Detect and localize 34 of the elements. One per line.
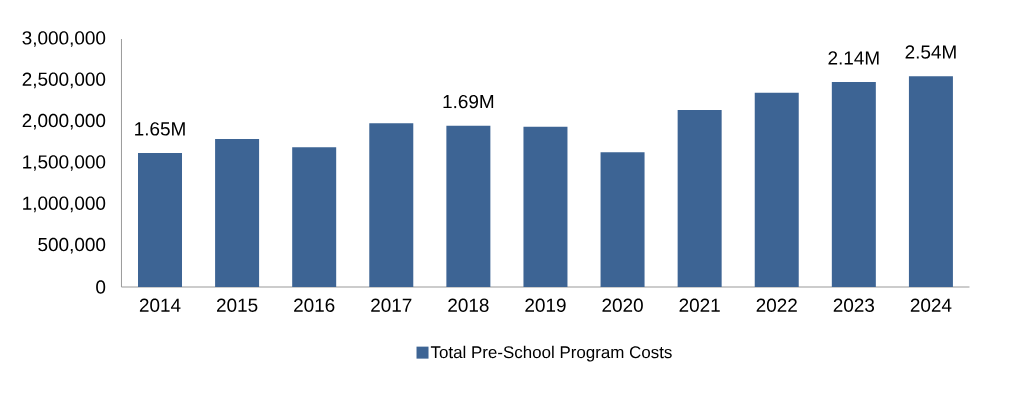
- annotation: 2.54M: [905, 45, 956, 59]
- x-tick-label: 2021: [679, 298, 720, 312]
- x-tick-label: 2016: [294, 298, 335, 312]
- x-tick-label: 2019: [525, 298, 566, 312]
- y-tick-label: 3,000,000: [22, 31, 106, 47]
- bar: [369, 123, 414, 287]
- bar: [600, 152, 645, 287]
- y-tick-label: 2,000,000: [22, 113, 106, 130]
- x-tick-label: 2015: [217, 298, 258, 312]
- x-tick-label: 2018: [448, 298, 489, 312]
- bar: [138, 153, 183, 287]
- x-tick-label: 2023: [833, 298, 875, 312]
- y-tick-label: 500,000: [38, 237, 106, 254]
- y-tick-label: 2,500,000: [22, 72, 106, 89]
- bar: [831, 81, 876, 287]
- annotation: 2.14M: [828, 51, 879, 65]
- bar: [908, 76, 953, 287]
- y-tick-label: 1,000,000: [23, 196, 106, 213]
- bar: [292, 147, 337, 287]
- bar: [754, 92, 799, 287]
- bar: [215, 139, 260, 287]
- bar: [677, 110, 722, 287]
- y-tick-label: 0: [96, 280, 106, 294]
- legend-label: Total Pre-School Program Costs: [430, 345, 672, 362]
- bar: [523, 126, 568, 287]
- x-tick-label: 2014: [139, 298, 181, 312]
- annotation: 1.69M: [443, 94, 494, 109]
- annotation: 1.65M: [135, 122, 185, 136]
- bar: [446, 125, 491, 287]
- y-tick-label: 1,500,000: [23, 155, 106, 171]
- x-tick-label: 2017: [371, 298, 412, 312]
- x-tick-label: 2020: [602, 298, 643, 312]
- x-tick-label: 2024: [910, 298, 952, 312]
- x-tick-label: 2022: [756, 298, 797, 312]
